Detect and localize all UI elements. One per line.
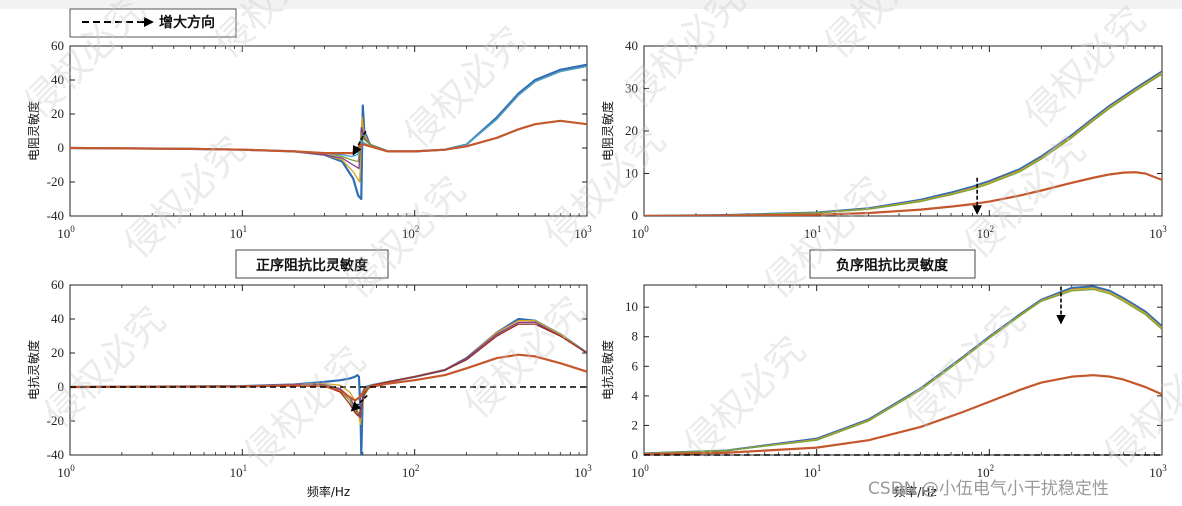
- ytick-label: 0: [58, 379, 65, 394]
- xtick-label: 103: [1149, 224, 1167, 241]
- xtick-label: 100: [57, 224, 75, 241]
- ytick-label: 20: [51, 106, 64, 121]
- legend-arrow-icon: [144, 17, 154, 27]
- ytick-label: 40: [625, 38, 638, 53]
- ytick-label: -40: [47, 208, 64, 223]
- ytick-label: 6: [632, 358, 639, 373]
- series-line-green: [644, 73, 1162, 216]
- y-axis-label: 电阻灵敏度: [26, 101, 41, 161]
- ytick-label: 0: [632, 447, 639, 462]
- subtitle-br-text: 负序阻抗比灵敏度: [836, 257, 949, 274]
- ytick-label: 60: [51, 277, 64, 292]
- xtick-label: 101: [804, 224, 822, 241]
- y-axis-label: 电抗灵敏度: [26, 340, 41, 400]
- ytick-label: 8: [632, 329, 639, 344]
- series-group-br: [644, 285, 1162, 455]
- legend: 增大方向: [69, 8, 237, 38]
- ytick-label: 0: [58, 140, 65, 155]
- xtick-label: 103: [574, 463, 592, 480]
- increase-direction-arrow: [352, 130, 367, 156]
- xtick-label: 103: [574, 224, 592, 241]
- axes-frame-br: [643, 284, 1163, 456]
- subtitle-bl-box: [235, 249, 389, 279]
- subtitle-br-box: [809, 249, 976, 279]
- series-line-orange: [70, 353, 587, 402]
- ytick-label: 20: [51, 345, 64, 360]
- ytick-label: 40: [51, 72, 64, 87]
- x-axis-label: 频率/Hz: [893, 484, 936, 499]
- xtick-label: 102: [402, 463, 420, 480]
- subplot-tl: -40 -20 0 20 40 60 100 101 102 103 电阻灵敏度: [26, 38, 592, 241]
- subtitle-bl-text: 正序阻抗比灵敏度: [256, 257, 369, 274]
- series-line-orange: [644, 171, 1162, 216]
- ytick-label: 20: [625, 123, 638, 138]
- x-axis-label: 频率/Hz: [307, 484, 350, 499]
- series-group-tl: [70, 63, 587, 201]
- ytick-label: -40: [47, 447, 64, 462]
- series-line-orange: [70, 119, 587, 155]
- ytick-label: 30: [625, 81, 638, 96]
- series-group-tr: [644, 70, 1162, 216]
- subtitle-bl: 正序阻抗比灵敏度: [235, 249, 389, 279]
- xtick-label: 103: [1149, 463, 1167, 480]
- y-axis-label: 电阻灵敏度: [600, 101, 615, 161]
- ytick-label: 10: [625, 166, 638, 181]
- xtick-label: 100: [631, 224, 649, 241]
- series-line-orange: [644, 374, 1162, 455]
- increase-direction-arrow: [350, 394, 368, 412]
- ytick-label: -20: [47, 413, 64, 428]
- ytick-label: 0: [632, 208, 639, 223]
- ytick-label: 40: [51, 311, 64, 326]
- xtick-label: 100: [57, 463, 75, 480]
- y-axis-label: 电抗灵敏度: [600, 340, 615, 400]
- credit-text: CSDN @小伍电气小干扰稳定性: [868, 479, 1109, 499]
- xtick-label: 102: [977, 224, 995, 241]
- top-strip: [0, 0, 1182, 9]
- series-group-bl: [70, 317, 587, 455]
- xtick-label: 102: [402, 224, 420, 241]
- subtitle-br: 负序阻抗比灵敏度: [809, 249, 976, 279]
- xtick-label: 102: [977, 463, 995, 480]
- xtick-label: 101: [804, 463, 822, 480]
- series-line-green: [644, 288, 1162, 455]
- ytick-label: -20: [47, 174, 64, 189]
- subplot-tr: 0 10 20 30 40 100 101 102 103 电阻灵敏度: [600, 38, 1167, 241]
- ytick-label: 60: [51, 38, 64, 53]
- ytick-label: 4: [632, 388, 639, 403]
- legend-label: 增大方向: [159, 14, 215, 31]
- xtick-label: 101: [230, 463, 248, 480]
- axes-frame-bl: [69, 284, 588, 456]
- ytick-label: 2: [632, 417, 639, 432]
- xtick-label: 100: [631, 463, 649, 480]
- ytick-label: 10: [625, 299, 638, 314]
- axes-frame-tl: [69, 45, 588, 217]
- xtick-label: 101: [230, 224, 248, 241]
